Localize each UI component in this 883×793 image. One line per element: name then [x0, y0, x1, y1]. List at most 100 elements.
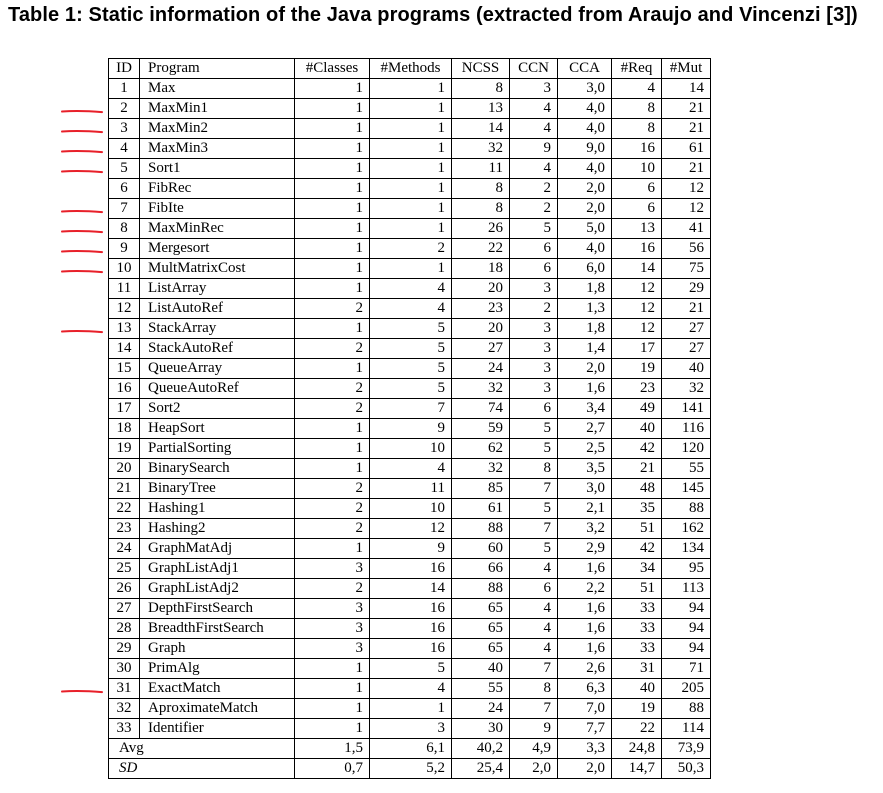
table-row: 1 Max 1 1 8 3 3,0 4 14: [108, 78, 711, 99]
cell-methods: 2: [369, 238, 452, 259]
cell-ncss: 20: [451, 318, 510, 339]
cell-ncss: 20: [451, 278, 510, 299]
cell-mut: 27: [661, 318, 711, 339]
cell-ncss: 14: [451, 118, 510, 139]
cell-program: MaxMinRec: [139, 218, 295, 239]
cell-ncss: 8: [451, 78, 510, 99]
cell-program: ExactMatch: [139, 678, 295, 699]
cell-ccn: 3: [509, 358, 558, 379]
avg-ccn: 4,9: [509, 738, 558, 759]
table-row: 13 StackArray 1 5 20 3 1,8 12 27: [108, 318, 711, 339]
cell-cca: 9,0: [557, 138, 612, 159]
sd-ccn: 2,0: [509, 758, 558, 779]
avg-cca: 3,3: [557, 738, 612, 759]
cell-cca: 3,0: [557, 78, 612, 99]
cell-mut: 21: [661, 118, 711, 139]
table-row: 22 Hashing1 2 10 61 5 2,1 35 88: [108, 498, 711, 519]
cell-ccn: 4: [509, 618, 558, 639]
cell-id: 23: [108, 518, 140, 539]
header-methods: #Methods: [369, 58, 452, 79]
table-caption: Table 1: Static information of the Java …: [8, 4, 858, 26]
red-pen-mark: [61, 130, 103, 134]
cell-classes: 1: [294, 98, 370, 119]
cell-id: 30: [108, 658, 140, 679]
cell-classes: 2: [294, 478, 370, 499]
cell-ccn: 7: [509, 518, 558, 539]
cell-methods: 5: [369, 658, 452, 679]
cell-ccn: 2: [509, 198, 558, 219]
cell-id: 31: [108, 678, 140, 699]
cell-classes: 1: [294, 318, 370, 339]
cell-program: PrimAlg: [139, 658, 295, 679]
cell-ncss: 8: [451, 198, 510, 219]
table-row: 9 Mergesort 1 2 22 6 4,0 16 56: [108, 238, 711, 259]
cell-ncss: 11: [451, 158, 510, 179]
cell-mut: 95: [661, 558, 711, 579]
table-row: 25 GraphListAdj1 3 16 66 4 1,6 34 95: [108, 558, 711, 579]
red-pen-mark: [61, 250, 103, 254]
cell-cca: 3,5: [557, 458, 612, 479]
table-row: 2 MaxMin1 1 1 13 4 4,0 8 21: [108, 98, 711, 119]
red-pen-mark: [61, 170, 103, 174]
red-pen-mark: [61, 330, 103, 334]
cell-id: 14: [108, 338, 140, 359]
cell-cca: 1,8: [557, 318, 612, 339]
cell-program: ListAutoRef: [139, 298, 295, 319]
cell-ncss: 65: [451, 598, 510, 619]
cell-mut: 29: [661, 278, 711, 299]
table-body: 1 Max 1 1 8 3 3,0 4 14 2 MaxMin1 1 1 13 4 4,0 8 21 3 MaxMin…: [108, 78, 711, 739]
cell-methods: 3: [369, 718, 452, 739]
programs-table: ID Program #Classes #Methods NCSS CCN CC…: [108, 58, 711, 779]
cell-id: 17: [108, 398, 140, 419]
cell-req: 16: [611, 138, 662, 159]
cell-cca: 1,4: [557, 338, 612, 359]
cell-mut: 94: [661, 638, 711, 659]
cell-id: 9: [108, 238, 140, 259]
cell-req: 34: [611, 558, 662, 579]
cell-ncss: 61: [451, 498, 510, 519]
cell-cca: 2,0: [557, 178, 612, 199]
cell-ccn: 5: [509, 538, 558, 559]
cell-classes: 3: [294, 558, 370, 579]
cell-req: 13: [611, 218, 662, 239]
header-ncss: NCSS: [451, 58, 510, 79]
table-row: 23 Hashing2 2 12 88 7 3,2 51 162: [108, 518, 711, 539]
cell-ccn: 5: [509, 418, 558, 439]
cell-classes: 1: [294, 678, 370, 699]
sd-req: 14,7: [611, 758, 662, 779]
avg-classes: 1,5: [294, 738, 370, 759]
cell-methods: 1: [369, 118, 452, 139]
cell-id: 27: [108, 598, 140, 619]
cell-program: ListArray: [139, 278, 295, 299]
cell-cca: 1,8: [557, 278, 612, 299]
cell-methods: 4: [369, 458, 452, 479]
cell-program: AproximateMatch: [139, 698, 295, 719]
table-row: 12 ListAutoRef 2 4 23 2 1,3 12 21: [108, 298, 711, 319]
cell-id: 15: [108, 358, 140, 379]
cell-id: 29: [108, 638, 140, 659]
cell-id: 11: [108, 278, 140, 299]
cell-methods: 4: [369, 678, 452, 699]
cell-req: 12: [611, 298, 662, 319]
cell-classes: 2: [294, 498, 370, 519]
sd-methods: 5,2: [369, 758, 452, 779]
cell-program: Hashing1: [139, 498, 295, 519]
cell-cca: 4,0: [557, 238, 612, 259]
cell-ccn: 2: [509, 178, 558, 199]
cell-req: 21: [611, 458, 662, 479]
cell-program: FibIte: [139, 198, 295, 219]
cell-mut: 21: [661, 98, 711, 119]
table-row: 19 PartialSorting 1 10 62 5 2,5 42 120: [108, 438, 711, 459]
cell-program: BreadthFirstSearch: [139, 618, 295, 639]
cell-mut: 12: [661, 178, 711, 199]
sd-label: SD: [108, 758, 295, 779]
cell-ccn: 3: [509, 378, 558, 399]
cell-program: MaxMin3: [139, 138, 295, 159]
cell-classes: 3: [294, 638, 370, 659]
cell-ccn: 4: [509, 158, 558, 179]
cell-methods: 1: [369, 158, 452, 179]
cell-req: 22: [611, 718, 662, 739]
cell-program: DepthFirstSearch: [139, 598, 295, 619]
table-row: 6 FibRec 1 1 8 2 2,0 6 12: [108, 178, 711, 199]
cell-ccn: 6: [509, 238, 558, 259]
